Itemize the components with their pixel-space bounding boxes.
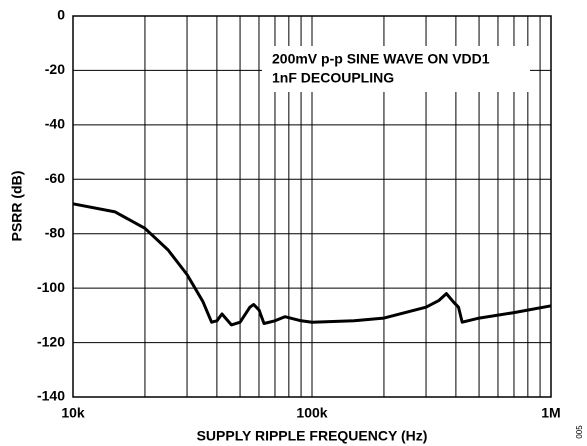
figure-id: 005 <box>575 425 584 439</box>
y-tick-label: 0 <box>57 7 65 23</box>
y-tick-label: -60 <box>45 170 65 186</box>
y-tick-label: -120 <box>37 333 65 349</box>
y-tick-label: -40 <box>45 116 65 132</box>
annotation: 200mV p-p SINE WAVE ON VDD1 <box>272 51 490 67</box>
x-tick-label: 10k <box>61 405 85 421</box>
y-tick-label: -20 <box>45 61 65 77</box>
data-line <box>72 202 552 327</box>
plot-frame <box>72 15 552 398</box>
x-axis-label: SUPPLY RIPPLE FREQUENCY (Hz) <box>197 428 428 444</box>
y-tick-label: -100 <box>37 279 65 295</box>
y-tick-label: -140 <box>37 388 65 404</box>
y-tick-label: -80 <box>45 224 65 240</box>
y-axis-label: PSRR (dB) <box>9 171 25 242</box>
annotation: 1nF DECOUPLING <box>272 70 394 86</box>
x-tick-label: 1M <box>541 405 560 421</box>
x-tick-label: 100k <box>296 405 327 421</box>
annotation-box <box>262 46 530 92</box>
